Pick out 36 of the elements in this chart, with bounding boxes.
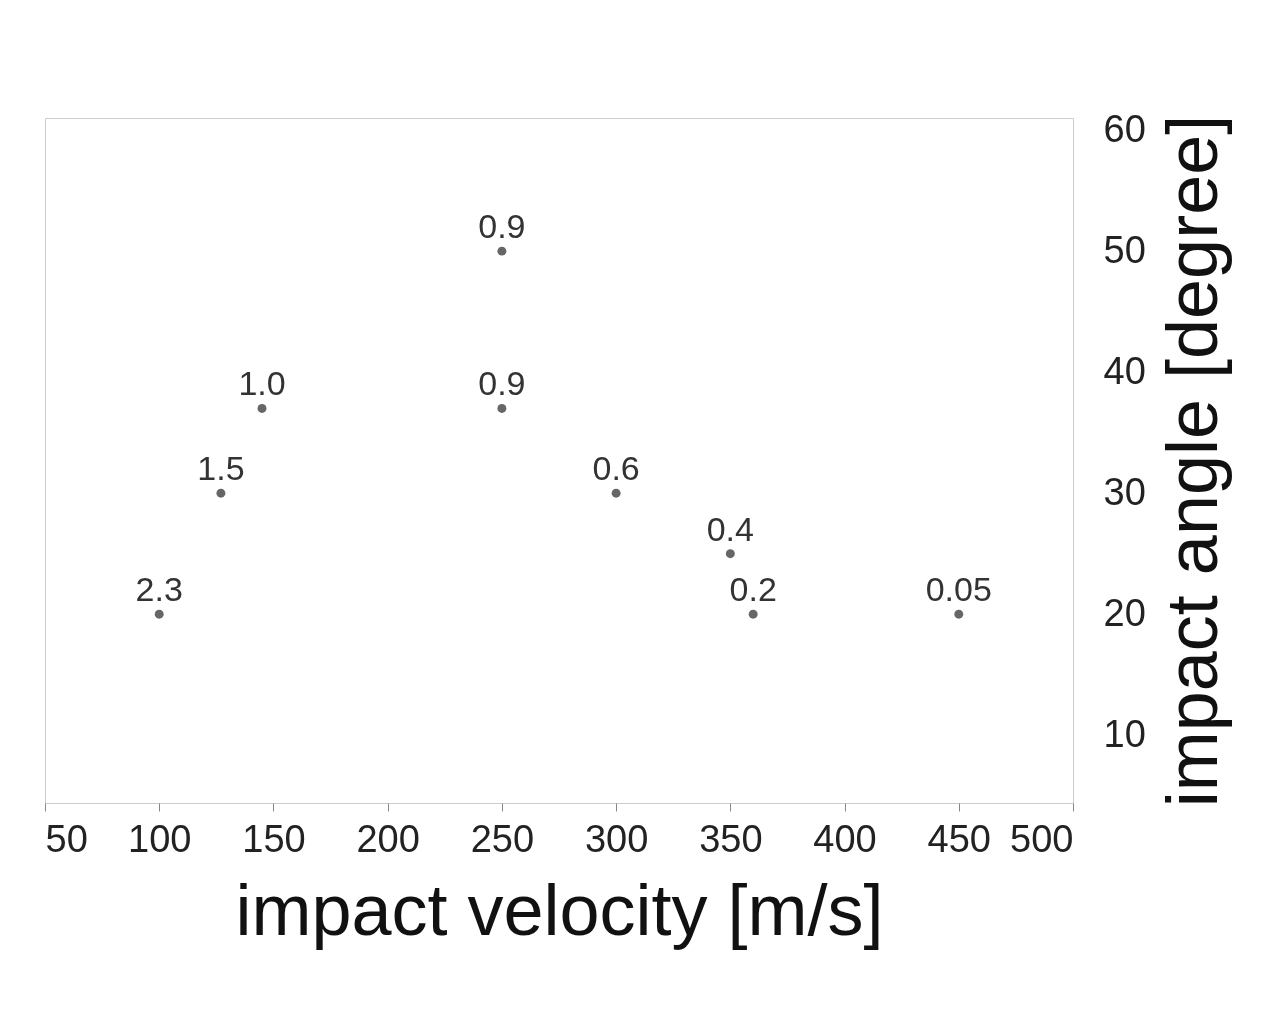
- annotation: 1.0: [238, 364, 286, 403]
- y-tick-label: 50: [1103, 228, 1146, 271]
- y-tick-label: 10: [1103, 712, 1146, 755]
- x-tick-label: 450: [927, 817, 991, 860]
- x-tick-label: 250: [470, 817, 535, 860]
- point: [216, 488, 226, 498]
- annotation: 0.9: [478, 364, 526, 403]
- y-axis-title: impact angle [degree]: [1151, 114, 1232, 808]
- x-tick-label: 300: [584, 817, 649, 860]
- y-tick-label: 60: [1103, 107, 1146, 150]
- x-tick-label: 200: [356, 817, 420, 860]
- point: [725, 549, 735, 559]
- point: [497, 246, 507, 256]
- point: [154, 609, 164, 619]
- annotation: 1.5: [197, 449, 245, 488]
- point: [497, 404, 507, 413]
- x-tick-label: 50: [45, 817, 88, 860]
- point: [954, 609, 964, 619]
- x-tick-label: 100: [128, 817, 192, 860]
- annotation: 0.05: [925, 570, 992, 609]
- y-tick-label: 40: [1103, 349, 1146, 392]
- x-tick-label: 400: [813, 817, 877, 860]
- annotation: 0.4: [706, 509, 754, 548]
- x-tick-label: 500: [1010, 817, 1074, 860]
- point: [748, 609, 758, 619]
- point: [611, 488, 621, 498]
- y-tick-label: 20: [1103, 591, 1146, 634]
- x-axis-title: impact velocity [m/s]: [235, 869, 884, 950]
- annotation: 0.9: [478, 207, 526, 246]
- annotation: 0.2: [729, 570, 777, 609]
- annotation: 2.3: [135, 570, 183, 609]
- x-tick-label: 350: [699, 817, 763, 860]
- y-tick-label: 30: [1103, 470, 1146, 513]
- annotation: 0.6: [592, 449, 640, 488]
- x-tick-label: 150: [242, 817, 306, 860]
- point: [257, 404, 267, 413]
